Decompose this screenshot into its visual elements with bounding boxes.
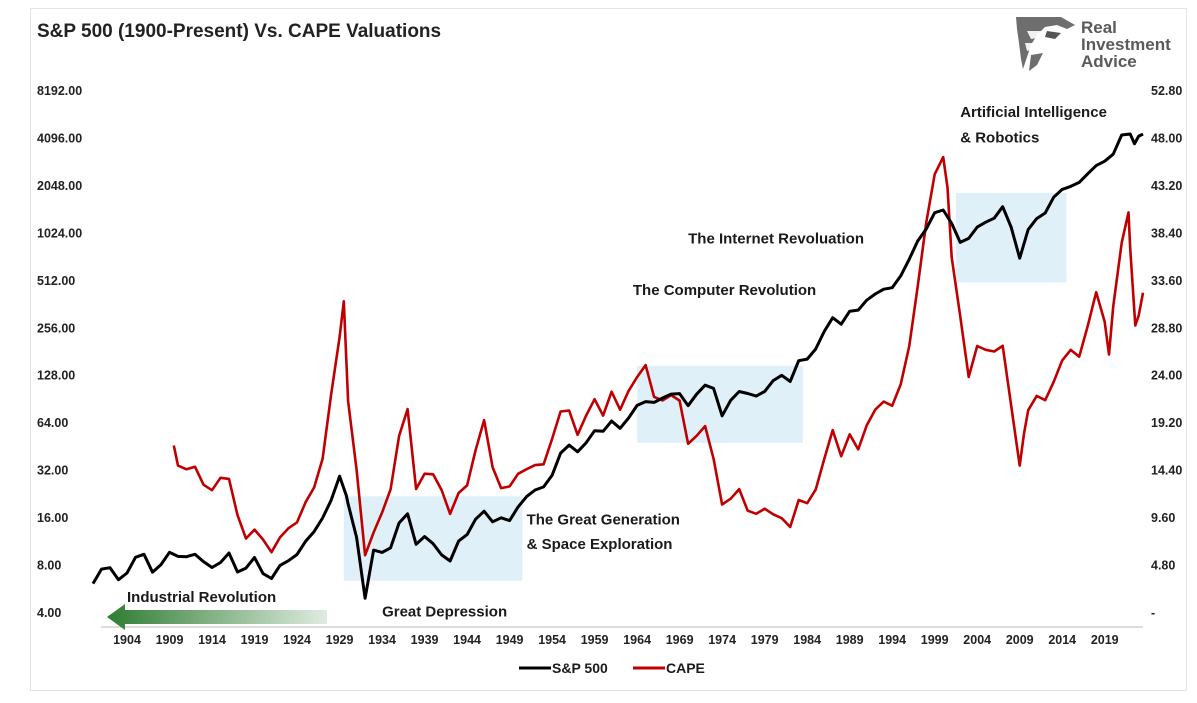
annotation-label-4: & Space Exploration xyxy=(527,536,673,553)
x-tick-label: 1944 xyxy=(453,633,481,647)
right-tick-label: 38.40 xyxy=(1151,226,1182,240)
annotation-label-8: & Robotics xyxy=(960,130,1039,147)
left-tick-label: 4.00 xyxy=(37,606,61,620)
annotation-label-5: The Computer Revolution xyxy=(633,282,816,299)
left-tick-label: 4096.00 xyxy=(37,131,82,145)
right-tick-label: 9.60 xyxy=(1151,511,1175,525)
chart-canvas: S&P 500 (1900-Present) Vs. CAPE Valuatio… xyxy=(37,17,1182,676)
right-tick-label: 19.20 xyxy=(1151,416,1182,430)
x-tick-label: 1959 xyxy=(581,633,609,647)
annotation-label-1: Industrial Revolution xyxy=(127,589,276,606)
logo-line-advice: Advice xyxy=(1081,52,1137,71)
cape-line xyxy=(172,155,1145,557)
x-tick-label: 1984 xyxy=(793,633,821,647)
x-tick-label: 1999 xyxy=(921,633,949,647)
right-tick-label: 43.20 xyxy=(1151,179,1182,193)
series-layer xyxy=(91,132,1145,600)
x-tick-label: 1919 xyxy=(241,633,269,647)
x-tick-label: 1934 xyxy=(368,633,396,647)
x-tick-label: 2014 xyxy=(1048,633,1076,647)
logo-line-real: Real xyxy=(1081,18,1117,37)
right-tick-label: - xyxy=(1151,606,1155,620)
chart-title: S&P 500 (1900-Present) Vs. CAPE Valuatio… xyxy=(37,21,441,42)
x-tick-label: 1924 xyxy=(283,633,311,647)
x-tick-label: 1954 xyxy=(538,633,566,647)
legend-label-sp500: S&P 500 xyxy=(552,660,608,676)
right-tick-label: 28.80 xyxy=(1151,321,1182,335)
right-y-axis: - 4.80 9.60 14.40 19.20 24.00 28.80 33.60 38.40 4… xyxy=(1151,84,1182,620)
highlight-period-1 xyxy=(343,496,523,581)
left-tick-label: 512.00 xyxy=(37,274,75,288)
left-tick-label: 16.00 xyxy=(37,511,68,525)
legend: S&P 500 CAPE xyxy=(519,660,705,676)
left-tick-label: 8192.00 xyxy=(37,84,82,98)
logo-line-investment: Investment xyxy=(1081,35,1171,54)
left-tick-label: 1024.00 xyxy=(37,226,82,240)
x-tick-label: 1964 xyxy=(623,633,651,647)
x-axis: 1904 1909 1914 1919 1924 1929 1934 1939 1944 1949… xyxy=(101,626,1143,647)
industrial-revolution-arrow-icon xyxy=(107,604,327,630)
x-tick-label: 1979 xyxy=(751,633,779,647)
chart-frame: S&P 500 (1900-Present) Vs. CAPE Valuatio… xyxy=(30,8,1187,691)
right-tick-label: 24.00 xyxy=(1151,369,1182,383)
x-tick-label: 1949 xyxy=(496,633,524,647)
annotation-label-3: The Great Generation xyxy=(527,511,680,528)
left-tick-label: 256.00 xyxy=(37,321,75,335)
x-tick-label: 1904 xyxy=(113,633,141,647)
right-tick-label: 48.00 xyxy=(1151,131,1182,145)
annotations: Industrial Revolution Great Depression The… xyxy=(127,104,1107,620)
annotation-label-6: The Internet Revoluation xyxy=(688,231,864,248)
x-tick-label: 2004 xyxy=(963,633,991,647)
annotation-label-7: Artificial Intelligence xyxy=(960,104,1107,121)
left-tick-label: 2048.00 xyxy=(37,179,82,193)
eagle-logo-icon xyxy=(1016,17,1075,71)
x-tick-label: 1914 xyxy=(198,633,226,647)
right-tick-label: 14.40 xyxy=(1151,464,1182,478)
annotation-label-2: Great Depression xyxy=(382,604,507,621)
right-tick-label: 52.80 xyxy=(1151,84,1182,98)
x-tick-label: 1989 xyxy=(836,633,864,647)
x-tick-label: 1909 xyxy=(156,633,184,647)
sp500-line xyxy=(91,132,1144,600)
left-tick-label: 64.00 xyxy=(37,416,68,430)
x-tick-label: 2019 xyxy=(1091,633,1119,647)
right-tick-label: 33.60 xyxy=(1151,274,1182,288)
x-tick-label: 1994 xyxy=(878,633,906,647)
x-tick-label: 1969 xyxy=(666,633,694,647)
left-y-axis: 4.00 8.00 16.00 32.00 64.00 128.00 256.00 512.0… xyxy=(37,84,82,620)
real-investment-advice-logo: Real Investment Advice xyxy=(1016,17,1171,71)
right-tick-label: 4.80 xyxy=(1151,559,1175,573)
x-tick-label: 1929 xyxy=(326,633,354,647)
legend-label-cape: CAPE xyxy=(666,660,705,676)
left-tick-label: 128.00 xyxy=(37,369,75,383)
left-tick-label: 32.00 xyxy=(37,464,68,478)
x-tick-label: 1939 xyxy=(411,633,439,647)
left-tick-label: 8.00 xyxy=(37,559,61,573)
x-tick-label: 1974 xyxy=(708,633,736,647)
x-tick-label: 2009 xyxy=(1006,633,1034,647)
